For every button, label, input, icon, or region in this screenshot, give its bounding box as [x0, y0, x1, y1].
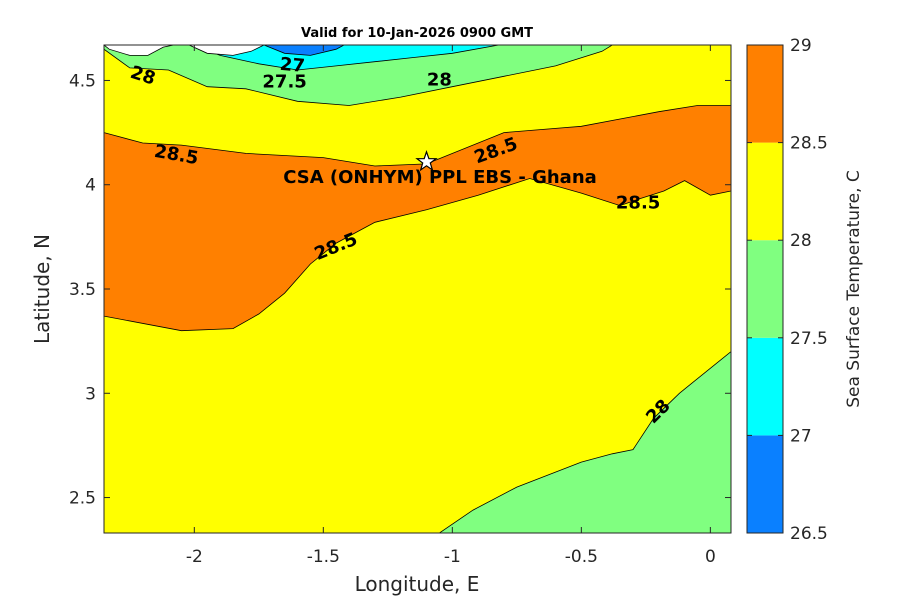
colorbar-frame — [746, 44, 784, 534]
y-tick-label: 3.5 — [69, 280, 96, 300]
y-tick-label: 2.5 — [69, 489, 96, 509]
site-label: CSA (ONHYM) PPL EBS - Ghana — [283, 167, 597, 188]
y-tick-label: 4 — [85, 176, 96, 196]
contour-label: 27.5 — [262, 72, 306, 93]
contour-region — [194, 45, 499, 71]
colorbar-tick-label: 28.5 — [790, 134, 828, 154]
colorbar-band — [747, 142, 783, 241]
colorbar-tick-label: 29 — [790, 36, 812, 56]
x-tick-label: -1 — [444, 547, 461, 567]
colorbar-band — [747, 337, 783, 436]
contour-region — [188, 45, 265, 56]
contour-region — [104, 105, 731, 332]
colorbar-tick-label: 28 — [790, 231, 812, 251]
colorbar-tick-label: 26.5 — [790, 524, 828, 544]
y-tick-label: 4.5 — [69, 71, 96, 91]
site-star-icon — [415, 149, 438, 172]
y-axis-label: Latitude, N — [30, 234, 54, 344]
contour-label: 28.5 — [616, 192, 660, 213]
colorbar-band — [747, 240, 783, 338]
plot-area — [104, 45, 731, 533]
colorbar-tick-label: 27.5 — [790, 329, 828, 349]
colorbar-band — [747, 435, 783, 533]
y-axis: 2.5 3 3.5 4 4.5 — [69, 71, 731, 509]
contour-region — [104, 45, 614, 106]
colorbar-band — [747, 45, 783, 143]
colorbar-tick-label: 27 — [790, 426, 812, 446]
site-marker: CSA (ONHYM) PPL EBS - Ghana — [283, 149, 597, 188]
x-tick-label: -0.5 — [565, 547, 598, 567]
colorbar-label: Sea Surface Temperature, C — [844, 170, 864, 408]
x-tick-label: -2 — [186, 547, 203, 567]
x-axis-label: Longitude, E — [355, 572, 480, 596]
x-tick-label: 0 — [705, 547, 716, 567]
x-tick-label: -1.5 — [307, 547, 340, 567]
contour-region — [104, 45, 174, 56]
x-axis: -2 -1.5 -1 -0.5 0 — [186, 45, 716, 567]
y-tick-label: 3 — [85, 384, 96, 404]
contour-region — [438, 351, 731, 533]
chart-title: Valid for 10-Jan-2026 0900 GMT — [301, 26, 533, 41]
contour-region — [263, 45, 345, 56]
contour-label: 27 — [279, 54, 306, 77]
contour-label: 28 — [427, 69, 452, 90]
colorbar: 26.5 27 27.5 28 28.5 29 — [746, 36, 828, 544]
